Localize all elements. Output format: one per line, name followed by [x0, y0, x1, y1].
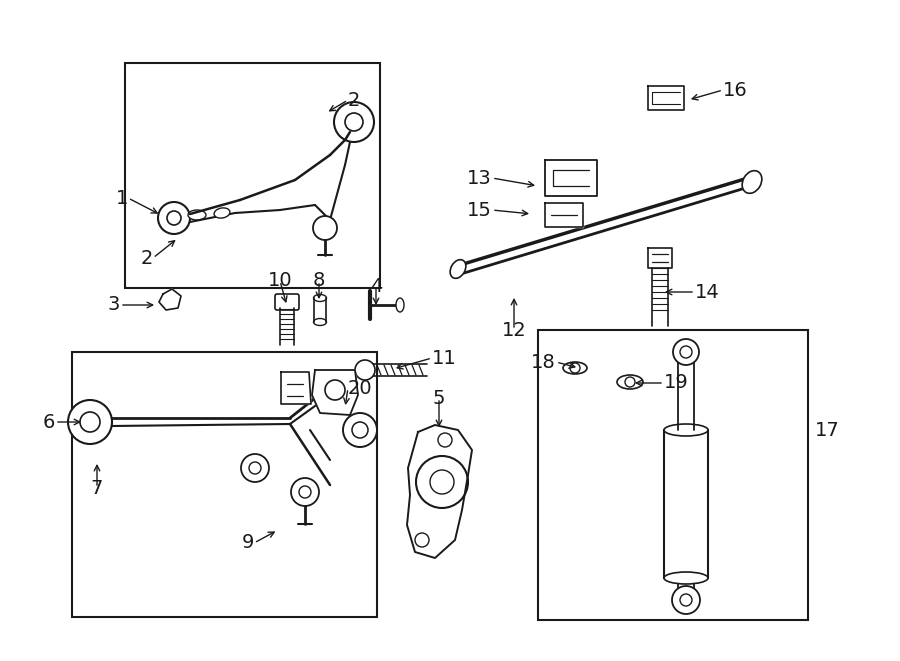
Text: 17: 17 [815, 420, 840, 440]
Circle shape [80, 412, 100, 432]
Text: 11: 11 [432, 348, 456, 368]
Circle shape [570, 363, 580, 373]
Polygon shape [407, 425, 472, 558]
Circle shape [680, 594, 692, 606]
Circle shape [334, 102, 374, 142]
Text: 6: 6 [42, 412, 55, 432]
Ellipse shape [664, 572, 708, 584]
Circle shape [158, 202, 190, 234]
Circle shape [343, 413, 377, 447]
Text: 19: 19 [664, 373, 689, 393]
Ellipse shape [313, 319, 327, 325]
Ellipse shape [214, 208, 230, 218]
Text: 2: 2 [348, 91, 360, 110]
Circle shape [299, 486, 311, 498]
Circle shape [352, 422, 368, 438]
Text: 10: 10 [267, 272, 293, 290]
Text: 8: 8 [313, 272, 325, 290]
Text: 20: 20 [348, 379, 373, 397]
Circle shape [625, 377, 635, 387]
Ellipse shape [742, 171, 761, 193]
Text: 13: 13 [467, 169, 492, 188]
Polygon shape [159, 289, 181, 310]
Circle shape [673, 339, 699, 365]
Circle shape [680, 346, 692, 358]
Ellipse shape [664, 424, 708, 436]
Polygon shape [648, 248, 672, 268]
Polygon shape [545, 203, 583, 227]
Text: 2: 2 [140, 249, 153, 268]
Ellipse shape [450, 260, 466, 278]
Polygon shape [312, 370, 358, 415]
Ellipse shape [617, 375, 643, 389]
Circle shape [325, 380, 345, 400]
Polygon shape [648, 86, 684, 110]
Ellipse shape [678, 356, 694, 364]
Circle shape [249, 462, 261, 474]
Circle shape [241, 454, 269, 482]
Text: 1: 1 [115, 188, 128, 208]
Circle shape [430, 470, 454, 494]
Bar [125, 63, 380, 288]
FancyBboxPatch shape [275, 294, 299, 310]
Text: 18: 18 [531, 352, 556, 371]
Ellipse shape [188, 210, 206, 220]
Circle shape [355, 360, 375, 380]
Polygon shape [281, 372, 311, 404]
Ellipse shape [563, 362, 587, 374]
Bar [664, 430, 708, 578]
Text: 4: 4 [370, 276, 382, 295]
Text: 3: 3 [108, 295, 120, 315]
Bar [72, 352, 377, 617]
Circle shape [416, 456, 468, 508]
Ellipse shape [313, 295, 327, 301]
Circle shape [68, 400, 112, 444]
Text: 14: 14 [695, 282, 720, 301]
Circle shape [291, 478, 319, 506]
Text: 16: 16 [723, 81, 748, 100]
Circle shape [438, 433, 452, 447]
Text: 9: 9 [241, 533, 254, 553]
Bar [538, 330, 808, 620]
Text: 5: 5 [433, 389, 446, 407]
Circle shape [672, 586, 700, 614]
Circle shape [167, 211, 181, 225]
Text: 12: 12 [501, 321, 526, 340]
Circle shape [415, 533, 429, 547]
Text: 7: 7 [91, 479, 104, 498]
Text: 15: 15 [467, 200, 492, 219]
Circle shape [345, 113, 363, 131]
Polygon shape [545, 160, 597, 196]
Ellipse shape [396, 298, 404, 312]
Circle shape [313, 216, 337, 240]
